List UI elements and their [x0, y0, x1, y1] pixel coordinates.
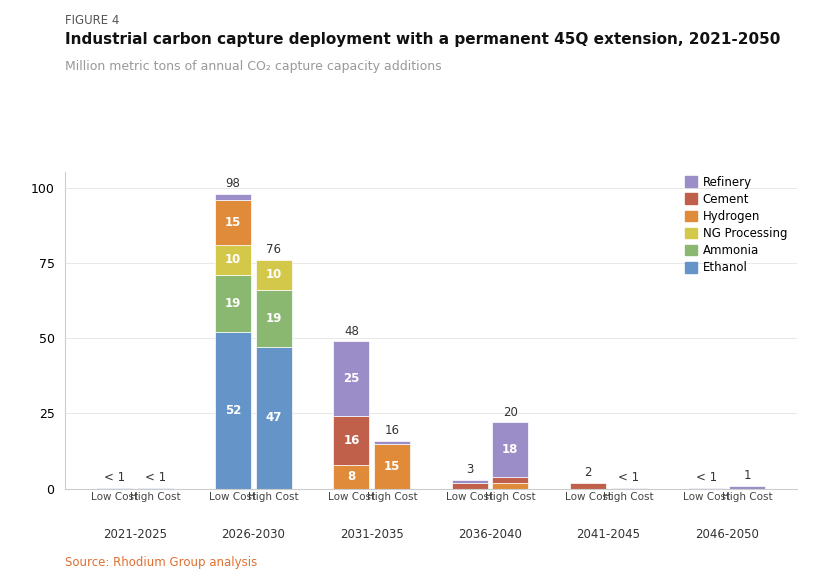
Bar [570, 483, 606, 489]
Text: 2031-2035: 2031-2035 [340, 528, 403, 540]
Text: Source: Rhodium Group analysis: Source: Rhodium Group analysis [65, 556, 257, 569]
Text: Million metric tons of annual CO₂ capture capacity additions: Million metric tons of annual CO₂ captur… [65, 60, 441, 74]
Bar [374, 443, 410, 489]
Text: 2046-2050: 2046-2050 [695, 528, 759, 540]
Bar [374, 440, 410, 443]
Bar [493, 423, 528, 477]
Text: 15: 15 [225, 216, 241, 229]
Legend: Refinery, Cement, Hydrogen, NG Processing, Ammonia, Ethanol: Refinery, Cement, Hydrogen, NG Processin… [681, 172, 791, 278]
Text: 15: 15 [384, 459, 400, 473]
Text: 2: 2 [585, 466, 592, 479]
Bar [255, 347, 292, 489]
Text: 19: 19 [225, 297, 241, 310]
Text: 2026-2030: 2026-2030 [221, 528, 285, 540]
Text: 3: 3 [466, 463, 473, 476]
Bar [215, 275, 251, 332]
Text: 10: 10 [266, 269, 282, 281]
Bar [137, 488, 173, 489]
Text: 16: 16 [385, 424, 399, 437]
Text: < 1: < 1 [696, 471, 717, 484]
Bar [215, 245, 251, 275]
Bar [611, 488, 647, 489]
Text: 52: 52 [225, 404, 241, 417]
Text: 10: 10 [225, 254, 241, 266]
Bar [333, 416, 369, 465]
Text: 20: 20 [503, 406, 518, 419]
Bar [333, 341, 369, 416]
Text: 2021-2025: 2021-2025 [103, 528, 167, 540]
Bar [215, 332, 251, 489]
Bar [689, 488, 724, 489]
Text: < 1: < 1 [145, 471, 166, 484]
Text: FIGURE 4: FIGURE 4 [65, 14, 120, 28]
Text: < 1: < 1 [104, 471, 125, 484]
Bar [255, 260, 292, 290]
Text: 18: 18 [502, 443, 519, 456]
Bar [493, 477, 528, 483]
Bar [215, 194, 251, 200]
Text: 2036-2040: 2036-2040 [459, 528, 522, 540]
Text: 98: 98 [225, 177, 241, 190]
Text: 1: 1 [743, 469, 751, 482]
Text: 25: 25 [343, 373, 359, 385]
Text: 76: 76 [266, 243, 281, 256]
Text: 2041-2045: 2041-2045 [576, 528, 641, 540]
Bar [215, 200, 251, 245]
Bar [255, 290, 292, 347]
Bar [452, 480, 488, 483]
Text: < 1: < 1 [618, 471, 639, 484]
Text: Industrial carbon capture deployment with a permanent 45Q extension, 2021-2050: Industrial carbon capture deployment wit… [65, 32, 780, 47]
Text: 47: 47 [265, 412, 282, 424]
Bar [493, 483, 528, 489]
Bar [97, 488, 133, 489]
Text: 48: 48 [344, 324, 359, 338]
Bar [729, 486, 765, 489]
Text: 19: 19 [265, 312, 282, 325]
Text: 16: 16 [343, 434, 359, 447]
Text: 8: 8 [347, 470, 355, 483]
Bar [333, 465, 369, 489]
Bar [452, 483, 488, 489]
